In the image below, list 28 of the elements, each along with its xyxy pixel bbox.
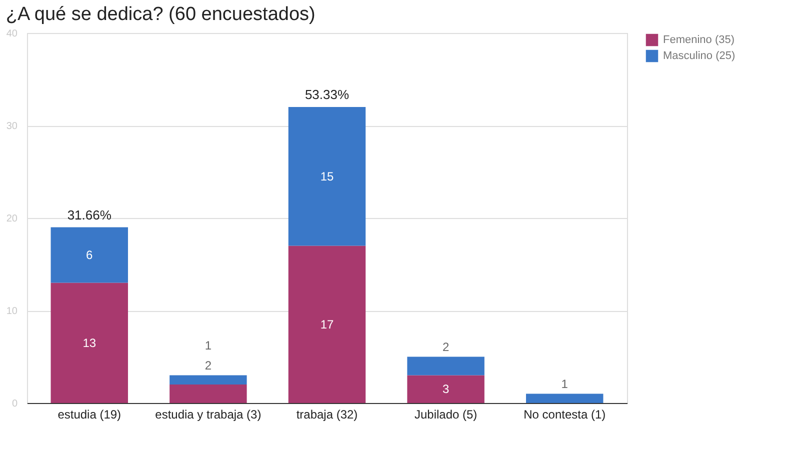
bar (50, 282, 128, 403)
x-tick-label: Jubilado (5) (414, 408, 478, 422)
bar (407, 356, 484, 376)
legend-label: Femenino (35) (663, 34, 735, 46)
data-label: 6 (86, 248, 94, 262)
bar (288, 107, 366, 246)
x-tick-label: estudia y trabaja (3) (155, 408, 262, 422)
data-label: 15 (320, 169, 334, 184)
annotation: 31.66% (67, 207, 112, 222)
bar (170, 384, 247, 403)
chart-title: ¿A qué se dedica? (60 encuestados) (6, 4, 316, 25)
data-label: 13 (82, 336, 96, 350)
data-label: 2 (204, 358, 212, 372)
data-label: 17 (320, 317, 334, 332)
x-tick-label: No contesta (1) (524, 408, 606, 422)
x-tick-label: estudia (19) (58, 408, 122, 422)
data-label: 2 (442, 340, 450, 354)
bar (50, 227, 128, 283)
data-label: 3 (442, 382, 450, 396)
bar (526, 394, 604, 403)
annotation: 53.33% (304, 87, 350, 102)
data-label: 1 (204, 338, 212, 352)
data-label: 1 (561, 376, 568, 391)
bar (407, 375, 484, 403)
bar (170, 375, 247, 384)
x-tick-label: trabaja (32) (296, 408, 358, 422)
legend-label: Masculino (25) (663, 50, 736, 62)
bar (288, 246, 366, 403)
